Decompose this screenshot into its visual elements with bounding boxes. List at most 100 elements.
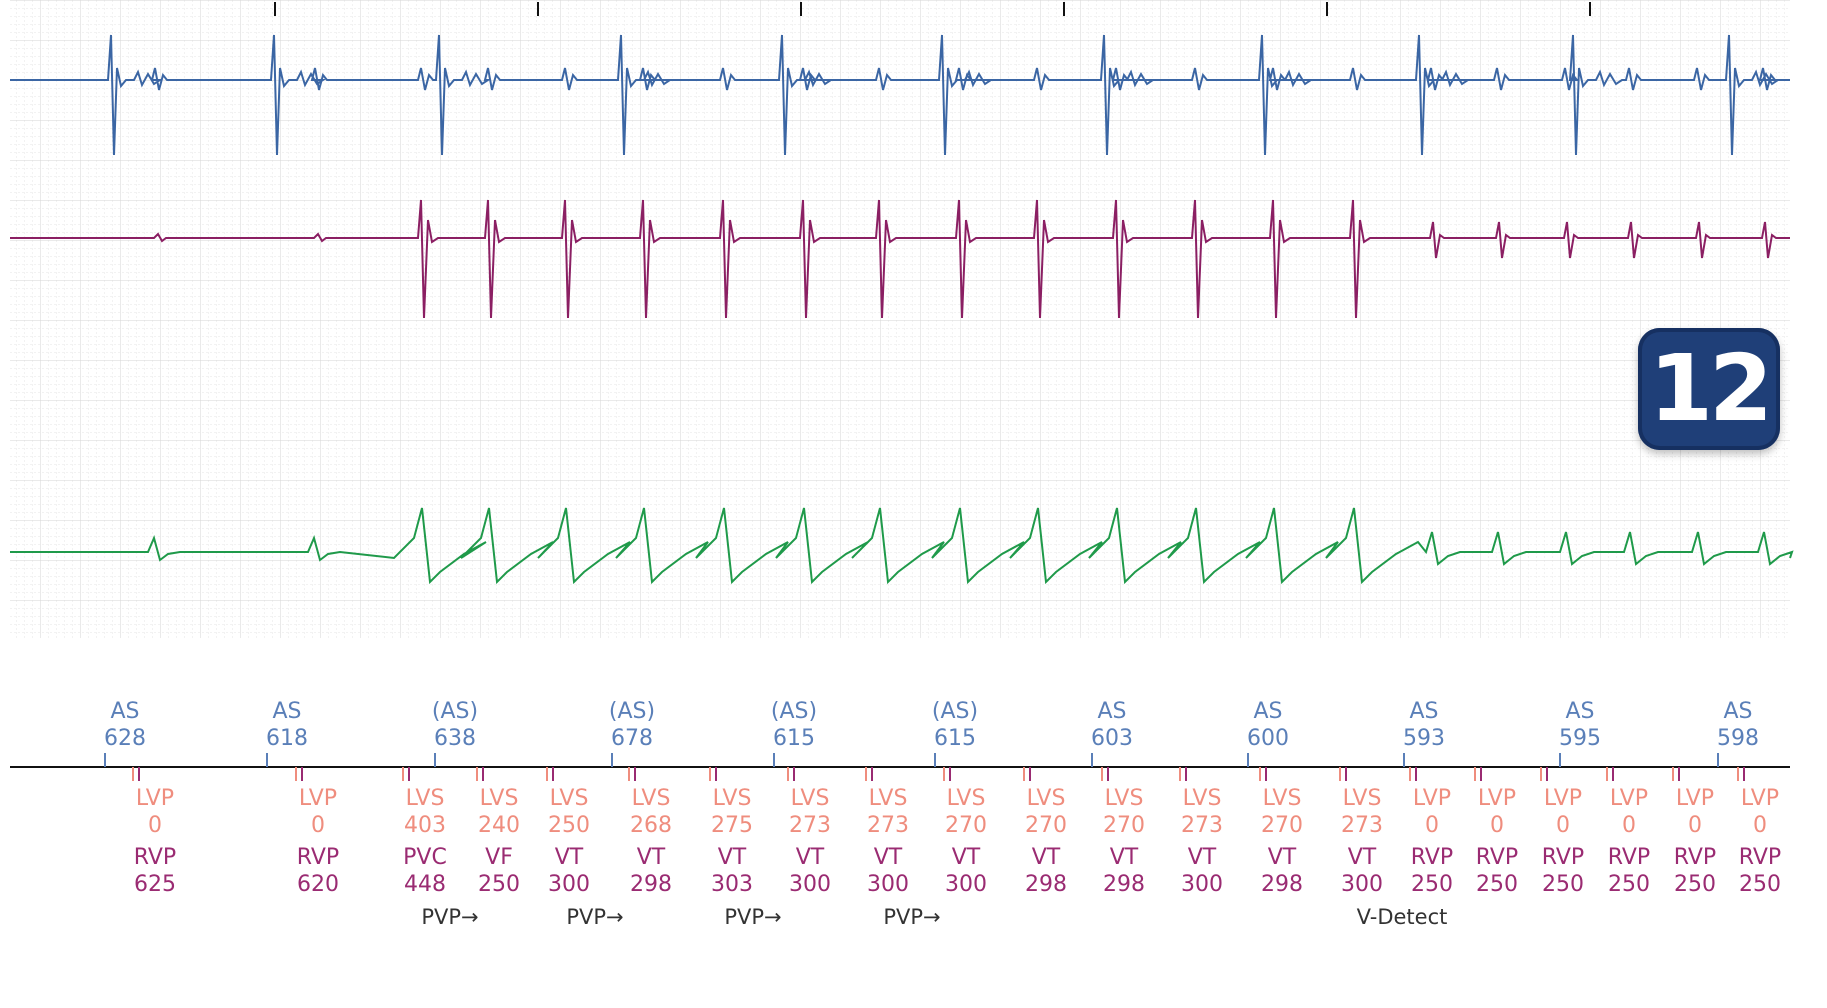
atrial-interval-value: 615 <box>773 726 815 751</box>
lv-event-label: LVS <box>480 786 519 811</box>
atrial-event-label: AS <box>1723 699 1752 724</box>
rv-event-label: VT <box>1032 845 1061 870</box>
rv-interval-value: 250 <box>478 872 520 897</box>
lv-interval-value: 0 <box>148 813 162 838</box>
lv-event-label: LVS <box>1105 786 1144 811</box>
event-annotation: PVP→ <box>421 905 478 929</box>
atrial-interval-value: 600 <box>1247 726 1289 751</box>
rv-interval-value: 448 <box>404 872 446 897</box>
lv-interval-value: 240 <box>478 813 520 838</box>
lv-interval-value: 0 <box>1425 813 1439 838</box>
rv-interval-value: 300 <box>548 872 590 897</box>
rv-event-label: RVP <box>1542 845 1584 870</box>
atrial-event-label: AS <box>272 699 301 724</box>
lv-event-label: LVP <box>1610 786 1648 811</box>
atrial-interval-value: 593 <box>1403 726 1445 751</box>
rv-interval-value: 298 <box>1261 872 1303 897</box>
rv-interval-value: 250 <box>1674 872 1716 897</box>
lv-interval-value: 270 <box>1261 813 1303 838</box>
rv-event-label: RVP <box>134 845 176 870</box>
rv-event-label: VT <box>555 845 584 870</box>
lv-interval-value: 275 <box>711 813 753 838</box>
lv-event-label: LVS <box>632 786 671 811</box>
atrial-event-label: (AS) <box>432 699 478 724</box>
rv-interval-value: 300 <box>789 872 831 897</box>
lv-event-label: LVP <box>1544 786 1582 811</box>
atrial-event-label: AS <box>1097 699 1126 724</box>
atrial-event-label: (AS) <box>932 699 978 724</box>
lv-event-label: LVS <box>713 786 752 811</box>
rv-event-label: VT <box>952 845 981 870</box>
marker-channel: AS628AS618(AS)638(AS)678(AS)615(AS)615AS… <box>10 699 1790 929</box>
atrial-event-label: (AS) <box>771 699 817 724</box>
rv-event-label: VT <box>1110 845 1139 870</box>
rv-interval-value: 303 <box>711 872 753 897</box>
lv-event-label: LVS <box>947 786 986 811</box>
lv-interval-value: 0 <box>1622 813 1636 838</box>
figure-number-badge: 12 <box>1638 328 1780 450</box>
rv-event-label: RVP <box>1608 845 1650 870</box>
lv-interval-value: 0 <box>1753 813 1767 838</box>
event-annotation: PVP→ <box>566 905 623 929</box>
rv-interval-value: 250 <box>1411 872 1453 897</box>
atrial-interval-value: 628 <box>104 726 146 751</box>
event-annotation: PVP→ <box>724 905 781 929</box>
lv-interval-value: 273 <box>1341 813 1383 838</box>
lv-event-label: LVS <box>1343 786 1382 811</box>
ventricular-egm-trace <box>10 199 1790 319</box>
atrial-event-label: AS <box>1253 699 1282 724</box>
rv-event-label: RVP <box>1476 845 1518 870</box>
atrial-event-label: AS <box>1409 699 1438 724</box>
lv-interval-value: 0 <box>1688 813 1702 838</box>
atrial-egm-trace <box>10 34 1790 156</box>
atrial-interval-value: 595 <box>1559 726 1601 751</box>
lv-event-label: LVP <box>1676 786 1714 811</box>
lv-interval-value: 0 <box>1490 813 1504 838</box>
lv-interval-value: 273 <box>1181 813 1223 838</box>
lv-event-label: LVP <box>1741 786 1779 811</box>
rv-interval-value: 250 <box>1542 872 1584 897</box>
time-tick-marks <box>274 2 1591 16</box>
atrial-event-label: AS <box>1565 699 1594 724</box>
lv-event-label: LVS <box>1263 786 1302 811</box>
rv-event-label: RVP <box>1674 845 1716 870</box>
rv-interval-value: 300 <box>867 872 909 897</box>
lv-event-label: LVS <box>869 786 908 811</box>
rv-interval-value: 298 <box>1025 872 1067 897</box>
rv-event-label: VT <box>718 845 747 870</box>
rv-interval-value: 250 <box>1739 872 1781 897</box>
atrial-event-label: (AS) <box>609 699 655 724</box>
atrial-egm-channel <box>10 34 1790 156</box>
lv-interval-value: 268 <box>630 813 672 838</box>
atrial-event-label: AS <box>110 699 139 724</box>
lv-event-label: LVS <box>406 786 445 811</box>
lv-interval-value: 270 <box>1103 813 1145 838</box>
lv-interval-value: 250 <box>548 813 590 838</box>
lv-event-label: LVS <box>1027 786 1066 811</box>
atrial-interval-value: 678 <box>611 726 653 751</box>
rv-event-label: VT <box>796 845 825 870</box>
lv-event-label: LVS <box>791 786 830 811</box>
rv-interval-value: 625 <box>134 872 176 897</box>
rv-event-label: VT <box>637 845 666 870</box>
rv-interval-value: 298 <box>630 872 672 897</box>
rv-interval-value: 300 <box>945 872 987 897</box>
far-field-egm-channel <box>10 507 1794 585</box>
lv-interval-value: 273 <box>867 813 909 838</box>
rv-interval-value: 300 <box>1341 872 1383 897</box>
lv-interval-value: 0 <box>1556 813 1570 838</box>
lv-event-label: LVP <box>1413 786 1451 811</box>
atrial-interval-value: 603 <box>1091 726 1133 751</box>
lv-interval-value: 270 <box>945 813 987 838</box>
lv-event-label: LVP <box>1478 786 1516 811</box>
far-field-egm-trace <box>10 507 1794 585</box>
rv-event-label: VT <box>1348 845 1377 870</box>
rv-event-label: VT <box>1188 845 1217 870</box>
rv-event-label: VT <box>1268 845 1297 870</box>
event-annotation: PVP→ <box>883 905 940 929</box>
atrial-interval-value: 618 <box>266 726 308 751</box>
rv-event-label: PVC <box>403 845 447 870</box>
rv-event-label: RVP <box>297 845 339 870</box>
atrial-interval-value: 638 <box>434 726 476 751</box>
rv-event-label: RVP <box>1411 845 1453 870</box>
